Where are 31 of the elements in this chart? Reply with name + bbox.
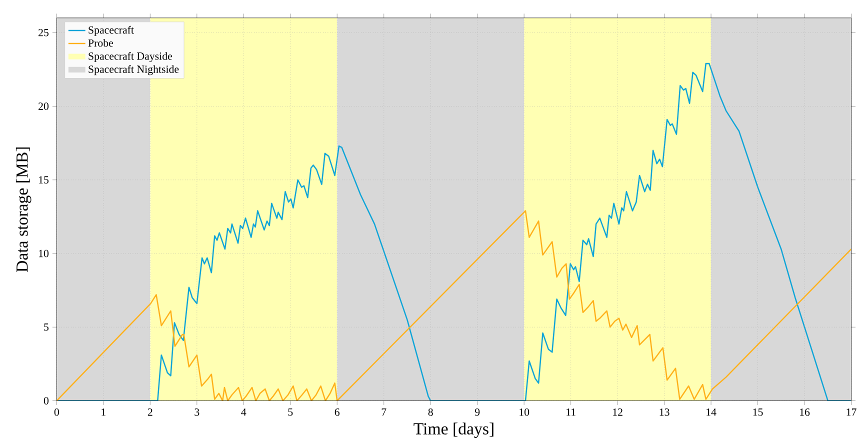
x-tick-label: 0 [54, 408, 59, 416]
x-tick-label: 15 [753, 408, 763, 416]
y-tick-label: 5 [44, 324, 49, 332]
x-tick-label: 17 [846, 408, 856, 416]
x-tick-label: 1 [102, 408, 106, 416]
x-tick-label: 2 [148, 408, 152, 416]
x-tick-label: 5 [288, 408, 293, 416]
y-tick-label: 10 [39, 250, 49, 258]
x-tick-label: 16 [800, 408, 810, 416]
x-tick-label: 3 [194, 408, 200, 416]
y-tick-label: 25 [38, 29, 49, 37]
y-axis-title: Data storage [MB] [16, 148, 32, 272]
x-tick-label: 4 [241, 408, 246, 416]
x-tick-label: 10 [520, 408, 530, 416]
x-tick-label: 8 [428, 408, 433, 416]
line-series [56, 210, 852, 402]
legend-label: Probe [88, 39, 114, 47]
legend-label: Spacecraft [88, 26, 134, 36]
x-tick-label: 9 [474, 408, 480, 416]
x-tick-label: 14 [706, 408, 716, 416]
x-axis-title: Time [days] [414, 422, 494, 438]
x-tick-label: 12 [613, 408, 622, 416]
x-tick-label: 7 [382, 408, 386, 416]
y-tick-label: 0 [44, 397, 49, 405]
x-tick-label: 6 [334, 408, 340, 416]
x-tick-label: 13 [660, 408, 670, 416]
y-tick-label: 20 [38, 102, 49, 110]
y-tick-label: 15 [39, 176, 49, 184]
band-label: Spacecraft Dayside [88, 52, 172, 62]
x-tick-label: 11 [566, 408, 576, 416]
band-label: Spacecraft Nightside [88, 65, 179, 76]
